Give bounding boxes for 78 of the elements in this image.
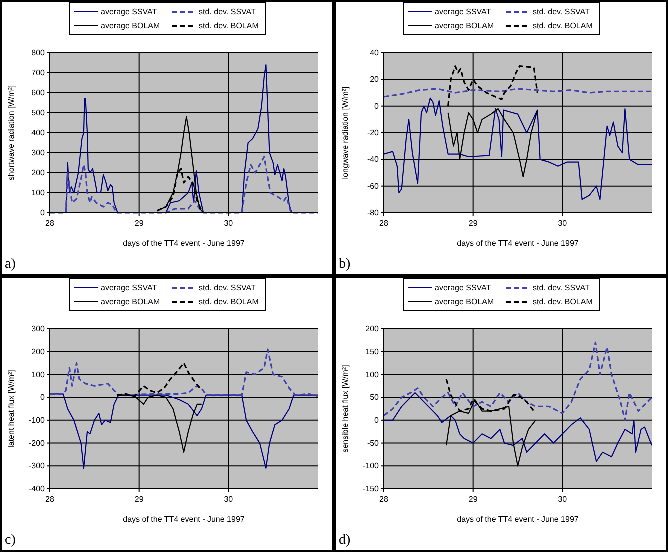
y-tick-label: -20 — [367, 128, 380, 138]
x-tick-label: 29 — [468, 219, 478, 228]
y-tick-label: -150 — [362, 484, 380, 494]
x-tick-label: 28 — [380, 495, 389, 504]
text: a) — [5, 257, 16, 272]
line-series — [383, 88, 653, 98]
y-tick-label: 600 — [32, 88, 46, 98]
y-tick-label: 0 — [40, 208, 46, 218]
text: b) — [339, 257, 351, 272]
x-axis-title: days of the TT4 event - June 1997 — [457, 515, 580, 524]
y-tick-label: 300 — [32, 148, 46, 158]
line-series — [383, 392, 653, 462]
y-tick-label: 100 — [32, 370, 46, 380]
y-tick-label: 700 — [32, 68, 46, 78]
y-tick-label: 300 — [32, 324, 46, 334]
y-tick-label: -60 — [367, 182, 380, 191]
line-series — [383, 98, 653, 200]
y-tick-label: 400 — [32, 128, 46, 138]
y-tick-label: 200 — [366, 324, 380, 334]
y-tick-label: 100 — [366, 370, 380, 380]
x-tick-label: 28 — [380, 219, 389, 228]
x-tick-label: 29 — [468, 495, 478, 504]
x-tick-label: 30 — [558, 219, 568, 228]
y-tick-label: -300 — [28, 462, 46, 471]
legend-label: average SSVAT — [435, 8, 492, 17]
y-tick-label: 200 — [32, 168, 46, 178]
y-axis-title: shortwave radiation [W/m²] — [7, 85, 16, 181]
x-tick-label: 29 — [134, 495, 144, 504]
y-axis-title: longwave radiation [W/m²] — [341, 86, 350, 180]
y-tick-label: -400 — [28, 484, 46, 494]
y-axis-title: latent heat flux [W/m²] — [7, 370, 16, 448]
legend-label: std. dev. BOLAM — [533, 22, 594, 31]
y-tick-label: -80 — [367, 208, 380, 218]
legend-label: std. dev. SSVAT — [199, 8, 256, 17]
x-tick-label: 30 — [224, 495, 234, 504]
legend-label: std. dev. BOLAM — [199, 22, 260, 31]
y-tick-label: -100 — [28, 416, 46, 425]
x-tick-label: 30 — [558, 495, 568, 504]
y-tick-label: 100 — [32, 188, 46, 198]
legend-label: std. dev. SSVAT — [533, 284, 590, 293]
y-tick-label: 40 — [370, 48, 380, 58]
x-tick-label: 30 — [224, 219, 234, 228]
x-tick-label: 28 — [46, 495, 55, 504]
y-axis-title: sensible heat flux [W/m²] — [341, 365, 350, 453]
legend-label: average BOLAM — [435, 22, 494, 31]
legend-label: std. dev. BOLAM — [533, 298, 594, 307]
legend-label: std. dev. SSVAT — [199, 284, 256, 293]
legend-label: average BOLAM — [101, 298, 160, 307]
y-tick-label: -200 — [28, 438, 46, 448]
y-tick-label: 0 — [40, 393, 46, 402]
y-tick-label: 150 — [366, 347, 380, 356]
legend-label: std. dev. SSVAT — [533, 8, 590, 17]
legend-label: average BOLAM — [435, 298, 494, 307]
line-series — [49, 348, 319, 398]
y-tick-label: 20 — [370, 75, 380, 84]
y-tick-label: -40 — [367, 155, 380, 164]
x-axis-title: days of the TT4 event - June 1997 — [457, 239, 580, 248]
text: d) — [339, 533, 351, 548]
y-tick-label: 50 — [370, 393, 380, 402]
line-series — [49, 156, 319, 214]
y-tick-label: 0 — [374, 416, 380, 425]
x-axis-title: days of the TT4 event - June 1997 — [123, 515, 246, 524]
y-tick-label: 200 — [32, 347, 46, 356]
y-tick-label: -100 — [362, 462, 380, 471]
y-tick-label: 500 — [32, 108, 46, 118]
x-tick-label: 28 — [46, 219, 55, 228]
y-tick-label: -50 — [367, 438, 380, 448]
text: c) — [5, 533, 16, 548]
x-tick-label: 29 — [134, 219, 144, 228]
legend-label: average BOLAM — [101, 22, 160, 31]
x-axis-title: days of the TT4 event - June 1997 — [123, 239, 246, 248]
y-tick-label: 0 — [374, 102, 380, 111]
y-tick-label: 800 — [32, 48, 46, 58]
legend-label: average SSVAT — [101, 284, 158, 293]
line-series — [383, 342, 653, 422]
legend-label: std. dev. BOLAM — [199, 298, 260, 307]
legend-label: average SSVAT — [435, 284, 492, 293]
legend-label: average SSVAT — [101, 8, 158, 17]
